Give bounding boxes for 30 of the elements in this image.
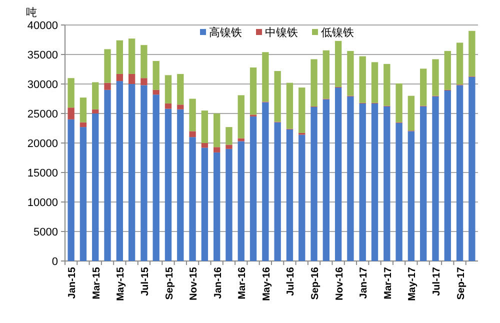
y-tick-label: 5000 (34, 226, 58, 238)
x-tick-label: Sep-16 (310, 266, 322, 300)
x-tick-label: Sep-15 (164, 266, 176, 300)
y-tick-label: 0 (52, 256, 58, 268)
y-tick-label: 10000 (27, 197, 58, 209)
y-tick-label: 25000 (27, 108, 58, 120)
x-tick-label: Mar-17 (382, 266, 394, 300)
x-tick-label: Mar-16 (237, 266, 248, 300)
x-tick-label: Sep-17 (456, 266, 467, 300)
x-tick-label: Jan-17 (358, 266, 370, 299)
y-tick-label: 20000 (27, 138, 58, 150)
x-tick-label: May-15 (116, 266, 127, 301)
x-tick-label: Jan-16 (212, 266, 224, 299)
x-tick-label: Nov-16 (334, 266, 346, 300)
x-tick-label: Nov-15 (188, 266, 200, 300)
x-tick-label: Jan-15 (67, 266, 78, 299)
y-axis-title: 吨 (26, 6, 37, 19)
y-tick-label: 30000 (27, 79, 58, 91)
y-tick-label: 40000 (27, 20, 58, 32)
x-tick-label: May-17 (407, 266, 418, 301)
x-tick-label: Jul-15 (140, 266, 151, 296)
legend-label: 低镍铁 (321, 27, 354, 39)
legend-label: 高镍铁 (209, 26, 242, 39)
x-tick-label: Jul-17 (431, 266, 442, 296)
x-tick-label: Mar-15 (91, 266, 102, 300)
y-tick-label: 35000 (27, 50, 58, 62)
legend-label: 中镍铁 (265, 26, 298, 39)
x-tick-label: May-16 (261, 266, 272, 301)
y-tick-label: 15000 (27, 168, 58, 180)
x-tick-label: Jul-16 (286, 266, 297, 296)
